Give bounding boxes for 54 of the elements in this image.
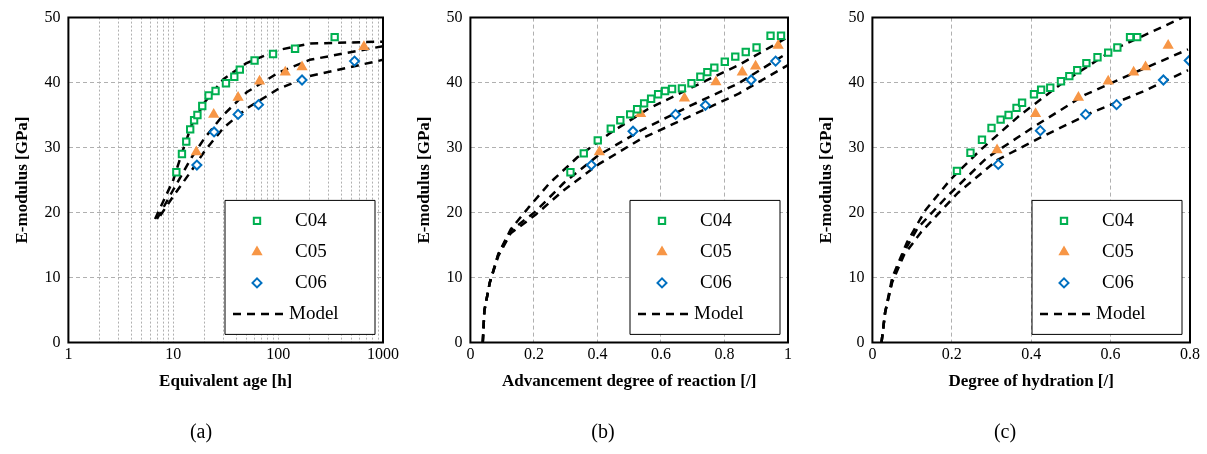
legend-label: C05 (1102, 239, 1134, 261)
x-tick-label: 0.4 (1021, 345, 1042, 363)
x-tick-label: 1 (784, 345, 792, 363)
y-tick-label: 10 (44, 267, 61, 285)
y-tick-label: 20 (446, 202, 463, 220)
x-tick-label: 0 (868, 345, 877, 363)
x-tick-label: 1000 (367, 345, 399, 363)
legend-label: C05 (700, 239, 732, 261)
y-tick-label: 40 (44, 72, 61, 90)
legend-label: C06 (1102, 270, 1134, 292)
y-tick-label: 40 (446, 72, 463, 90)
y-tick-label: 10 (848, 267, 865, 285)
x-axis-title: Advancement degree of reaction [/] (502, 371, 757, 391)
legend-label: Model (694, 301, 744, 323)
x-tick-label: 100 (266, 345, 291, 363)
x-tick-label: 0.2 (941, 345, 962, 363)
text: (b) (590, 420, 616, 443)
legend-label: C04 (1102, 208, 1135, 230)
y-tick-label: 20 (848, 202, 865, 220)
text: (c) (992, 420, 1018, 443)
legend-label: Model (1096, 301, 1146, 323)
y-tick-label: 10 (446, 267, 463, 285)
y-tick-label: 40 (848, 72, 865, 90)
text: (a) (188, 420, 214, 443)
x-tick-label: 0.4 (587, 345, 608, 363)
y-tick-label: 30 (446, 137, 463, 155)
x-tick-label: 0.6 (650, 345, 671, 363)
x-tick-label: 0.6 (1100, 345, 1121, 363)
x-axis-title: Equivalent age [h] (159, 371, 293, 391)
y-tick-label: 50 (848, 7, 865, 25)
y-tick-label: 50 (44, 7, 61, 25)
x-tick-label: 0.8 (714, 345, 735, 363)
legend-label: C04 (295, 208, 328, 230)
y-tick-label: 30 (44, 137, 61, 155)
y-tick-label: 0 (454, 332, 463, 350)
x-tick-label: 0.8 (1180, 345, 1200, 363)
x-axis-title: Degree of hydration [/] (948, 371, 1114, 391)
legend-label: C06 (700, 270, 732, 292)
legend-label: C06 (295, 270, 327, 292)
x-tick-label: 0 (466, 345, 475, 363)
y-tick-label: 0 (856, 332, 865, 350)
y-tick-label: 50 (446, 7, 463, 25)
x-tick-label: 1 (64, 345, 73, 363)
y-axis-title: E-modulus [GPa] (413, 116, 433, 244)
x-tick-label: 0.2 (523, 345, 544, 363)
legend-label: Model (289, 301, 339, 323)
legend-label: C04 (700, 208, 733, 230)
y-tick-label: 30 (848, 137, 865, 155)
y-tick-label: 0 (52, 332, 61, 350)
y-tick-label: 20 (44, 202, 61, 220)
y-axis-title: E-modulus [GPa] (815, 116, 835, 244)
y-axis-title: E-modulus [GPa] (11, 116, 31, 244)
x-tick-label: 10 (165, 345, 182, 363)
legend-label: C05 (295, 239, 327, 261)
